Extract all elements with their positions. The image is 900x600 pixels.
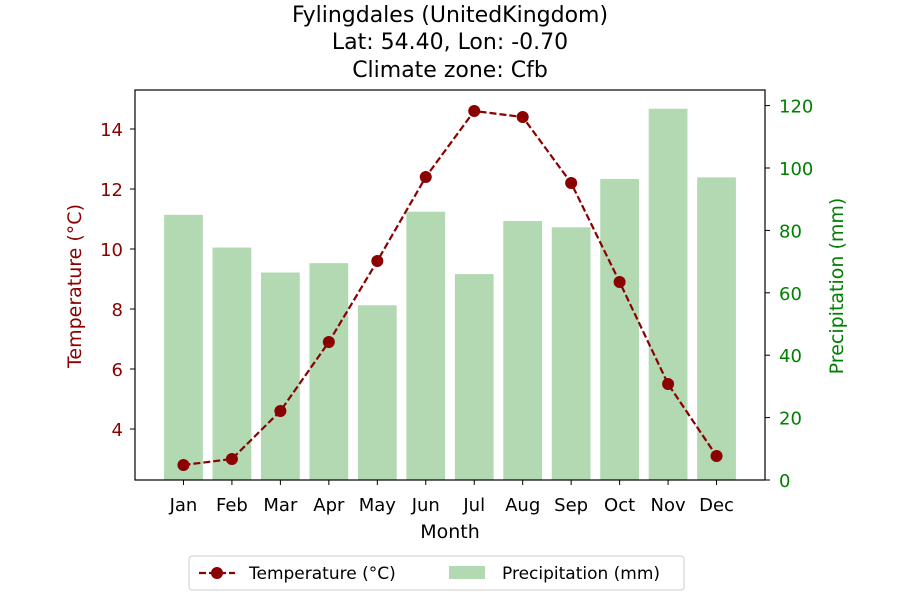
temperature-point-feb	[225, 453, 238, 465]
x-tick-label-aug: Aug	[505, 495, 540, 516]
x-tick-label-may: May	[359, 495, 397, 516]
precipitation-bar-jun	[406, 211, 446, 480]
chart-title-coordinates: Lat: 54.40, Lon: -0.70	[332, 30, 568, 55]
legend-temperature-marker	[211, 567, 223, 579]
y-left-tick-label-14: 14	[100, 120, 123, 141]
x-tick-label-feb: Feb	[216, 495, 248, 516]
x-tick-label-jan: Jan	[169, 495, 198, 516]
precipitation-bar-aug	[503, 221, 543, 481]
legend-precipitation-label: Precipitation (mm)	[502, 564, 660, 584]
y-right-tick-label-120: 120	[779, 97, 813, 118]
temperature-point-jun	[419, 171, 432, 183]
precipitation-bar-nov	[648, 108, 688, 480]
x-tick-label-oct: Oct	[604, 495, 635, 516]
precipitation-bar-mar	[261, 272, 300, 480]
y-left-tick-label-10: 10	[100, 240, 123, 261]
temperature-point-may	[371, 255, 384, 267]
legend-temperature-label: Temperature (°C)	[248, 564, 396, 584]
temperature-line	[183, 109, 718, 467]
precipitation-bar-jan	[164, 214, 203, 481]
x-tick-label-sep: Sep	[554, 495, 588, 516]
y-right-tick-label-60: 60	[779, 284, 802, 305]
y-left-tick-label-12: 12	[100, 180, 123, 201]
y-axis-label-precipitation: Precipitation (mm)	[826, 198, 848, 375]
temperature-point-aug	[516, 111, 529, 123]
y-axis-temperature: 4 6 8 10 12 14	[100, 120, 135, 441]
y-right-tick-label-80: 80	[779, 221, 802, 242]
y-right-tick-label-40: 40	[779, 346, 802, 367]
precipitation-bar-apr	[309, 263, 349, 480]
legend: Temperature (°C) Precipitation (mm)	[188, 555, 685, 591]
x-tick-label-apr: Apr	[313, 495, 345, 516]
temperature-point-mar	[274, 405, 287, 417]
precipitation-bar-sep	[551, 227, 591, 480]
y-right-tick-label-20: 20	[779, 409, 802, 430]
precipitation-bar-dec	[697, 177, 736, 481]
temperature-point-apr	[322, 336, 335, 348]
precipitation-bar-may	[357, 305, 397, 480]
x-tick-label-jul: Jul	[462, 495, 485, 516]
precipitation-bar-oct	[600, 178, 639, 481]
temperature-point-dec	[710, 450, 723, 462]
x-tick-label-nov: Nov	[651, 495, 686, 516]
y-right-tick-label-100: 100	[779, 159, 813, 180]
chart-title: Fylingdales (UnitedKingdom) Lat: 54.40, …	[292, 3, 608, 83]
y-axis-precipitation: 0 20 40 60 80 100 120	[765, 97, 813, 492]
x-tick-label-jun: Jun	[411, 495, 440, 516]
x-tick-label-dec: Dec	[699, 495, 734, 516]
x-axis-label: Month	[420, 521, 480, 543]
y-left-tick-label-8: 8	[112, 300, 123, 321]
y-axis-label-temperature: Temperature (°C)	[64, 204, 86, 369]
temperature-point-oct	[613, 276, 626, 288]
precipitation-bar-feb	[212, 247, 252, 480]
y-right-tick-label-0: 0	[779, 471, 790, 492]
legend-frame	[188, 555, 685, 591]
x-axis: Jan Feb Mar Apr May Jun Jul Aug Sep Oct Nov Dec	[169, 480, 734, 516]
y-left-tick-label-4: 4	[112, 420, 123, 441]
temperature-point-jul	[468, 105, 481, 117]
temperature-point-sep	[565, 177, 578, 189]
precipitation-bars	[164, 108, 736, 481]
precipitation-bar-jul	[454, 274, 494, 480]
temperature-point-jan	[177, 459, 190, 471]
temperature-series	[177, 105, 723, 471]
chart-title-station: Fylingdales (UnitedKingdom)	[292, 3, 608, 28]
plot-frame	[134, 89, 766, 481]
x-tick-label-mar: Mar	[263, 495, 298, 516]
legend-precipitation-swatch	[449, 566, 485, 579]
y-left-tick-label-6: 6	[112, 360, 123, 381]
chart-title-climate-zone: Climate zone: Cfb	[352, 58, 548, 83]
temperature-point-nov	[662, 378, 675, 390]
